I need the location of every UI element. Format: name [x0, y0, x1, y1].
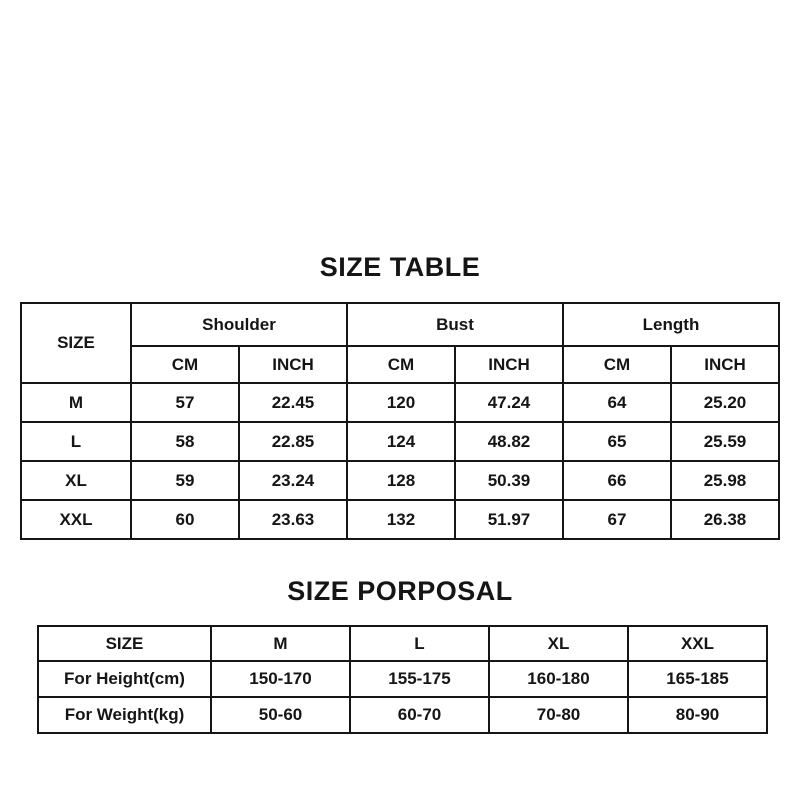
- size-table-cell: 50.39: [454, 460, 564, 501]
- size-proposal-cell: 60-70: [349, 696, 490, 734]
- size-table-cell: 23.63: [238, 499, 348, 540]
- size-table-group-header-shoulder: Shoulder: [130, 302, 348, 347]
- size-label-cell: XXL: [20, 499, 132, 540]
- size-table-size-header-cell: SIZE: [20, 302, 132, 384]
- size-proposal-table: SIZE M L XL XXL For Height(cm) 150-170 1…: [37, 625, 768, 734]
- size-table-cell: 25.59: [670, 421, 780, 462]
- size-proposal-title: SIZE PORPOSAL: [287, 576, 513, 606]
- size-table-row-l: L 58 22.85 124 48.82 65 25.59: [20, 421, 780, 462]
- size-table-cell: 65: [562, 421, 672, 462]
- size-table-title: SIZE TABLE: [319, 252, 481, 282]
- size-label-cell: L: [20, 421, 132, 462]
- size-proposal-cell: 70-80: [488, 696, 629, 734]
- row-label-cell: For Weight(kg): [37, 696, 212, 734]
- size-table-cell: 57: [130, 382, 240, 423]
- size-proposal-header: L: [349, 625, 490, 662]
- size-table-group-header-row: SIZE Shoulder Bust Length: [20, 302, 780, 384]
- size-table-unit-header: CM: [346, 345, 456, 384]
- size-table-row-xxl: XXL 60 23.63 132 51.97 67 26.38: [20, 499, 780, 540]
- size-table-unit-header-row: CM INCH CM INCH CM INCH: [21, 345, 780, 384]
- size-proposal-row-weight: For Weight(kg) 50-60 60-70 70-80 80-90: [37, 696, 768, 734]
- size-table-cell: 66: [562, 460, 672, 501]
- size-proposal-cell: 155-175: [349, 660, 490, 698]
- size-proposal-cell: 150-170: [210, 660, 351, 698]
- size-proposal-header: SIZE: [37, 625, 212, 662]
- size-table-cell: 120: [346, 382, 456, 423]
- size-proposal-cell: 160-180: [488, 660, 629, 698]
- size-table-group-header-length: Length: [562, 302, 780, 347]
- size-table-unit-header: CM: [130, 345, 240, 384]
- size-table-cell: 128: [346, 460, 456, 501]
- size-table-row-xl: XL 59 23.24 128 50.39 66 25.98: [20, 460, 780, 501]
- size-proposal-cell: 50-60: [210, 696, 351, 734]
- size-label-cell: M: [20, 382, 132, 423]
- size-table: SIZE Shoulder Bust Length CM INCH CM INC…: [20, 302, 780, 540]
- size-proposal-row-height: For Height(cm) 150-170 155-175 160-180 1…: [37, 660, 768, 698]
- row-label-cell: For Height(cm): [37, 660, 212, 698]
- size-table-cell: 58: [130, 421, 240, 462]
- size-table-cell: 64: [562, 382, 672, 423]
- size-table-unit-header: INCH: [670, 345, 780, 384]
- size-table-cell: 59: [130, 460, 240, 501]
- size-table-group-header-bust: Bust: [346, 302, 564, 347]
- size-proposal-cell: 165-185: [627, 660, 768, 698]
- size-table-cell: 48.82: [454, 421, 564, 462]
- size-table-cell: 51.97: [454, 499, 564, 540]
- size-table-unit-header: CM: [562, 345, 672, 384]
- size-table-cell: 22.45: [238, 382, 348, 423]
- size-table-unit-header: INCH: [238, 345, 348, 384]
- size-proposal-header: XL: [488, 625, 629, 662]
- size-proposal-cell: 80-90: [627, 696, 768, 734]
- size-table-cell: 47.24: [454, 382, 564, 423]
- size-proposal-header-row: SIZE M L XL XXL: [37, 625, 768, 662]
- size-table-cell: 67: [562, 499, 672, 540]
- size-table-cell: 132: [346, 499, 456, 540]
- size-table-unit-header: INCH: [454, 345, 564, 384]
- size-table-cell: 25.98: [670, 460, 780, 501]
- size-table-cell: 25.20: [670, 382, 780, 423]
- size-label-cell: XL: [20, 460, 132, 501]
- size-table-cell: 23.24: [238, 460, 348, 501]
- size-proposal-header: XXL: [627, 625, 768, 662]
- size-table-cell: 124: [346, 421, 456, 462]
- size-table-cell: 60: [130, 499, 240, 540]
- size-table-cell: 22.85: [238, 421, 348, 462]
- size-table-cell: 26.38: [670, 499, 780, 540]
- size-proposal-header: M: [210, 625, 351, 662]
- size-table-row-m: M 57 22.45 120 47.24 64 25.20: [20, 382, 780, 423]
